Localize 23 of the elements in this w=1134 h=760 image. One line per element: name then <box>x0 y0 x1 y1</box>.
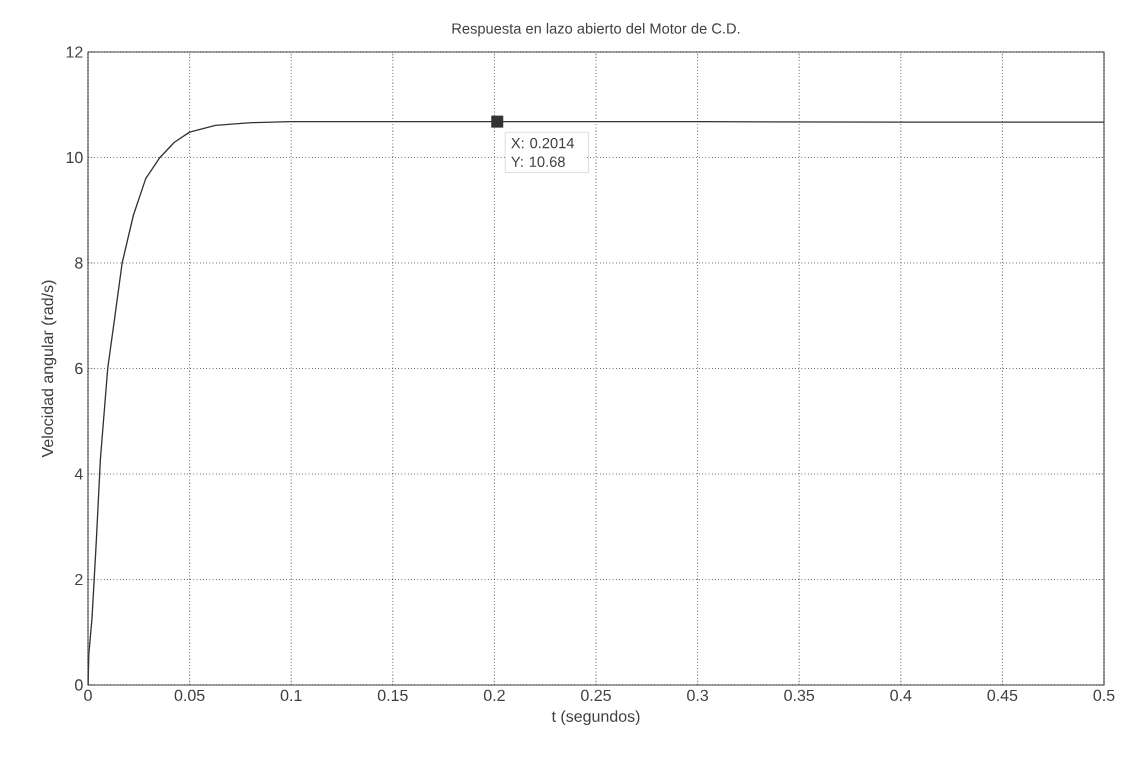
annotation: X: 0.2014 <box>511 137 575 149</box>
x-tick-label: 0 <box>84 689 92 702</box>
x-tick-label: 0.35 <box>784 689 815 702</box>
x-tick-label: 0.4 <box>890 689 912 702</box>
x-tick-label: 0.2 <box>483 689 505 702</box>
x-tick-label: 0.15 <box>377 689 408 702</box>
x-axis-title: t (segundos) <box>551 710 640 726</box>
chart-title: Respuesta en lazo abierto del Motor de C.D. <box>452 22 740 37</box>
y-tick-label: 12 <box>66 46 83 58</box>
y-tick-label: 6 <box>75 362 83 375</box>
y-tick-label: 0 <box>75 679 83 691</box>
y-axis-title: Velocidad angular (rad/s) <box>41 280 57 458</box>
x-tick-label: 0.25 <box>581 689 611 702</box>
x-tick-label: 0.5 <box>1093 689 1115 702</box>
y-tick-label: 4 <box>74 468 83 480</box>
y-tick-label: 2 <box>75 573 83 586</box>
x-tick-label: 0.05 <box>174 689 205 702</box>
x-tick-label: 0.45 <box>987 689 1018 702</box>
y-tick-label: 8 <box>75 257 83 269</box>
x-tick-label: 0.1 <box>280 689 302 702</box>
y-tick-label: 10 <box>66 151 83 164</box>
annotation: Y: 10.68 <box>511 156 565 167</box>
x-tick-label: 0.3 <box>687 689 709 702</box>
